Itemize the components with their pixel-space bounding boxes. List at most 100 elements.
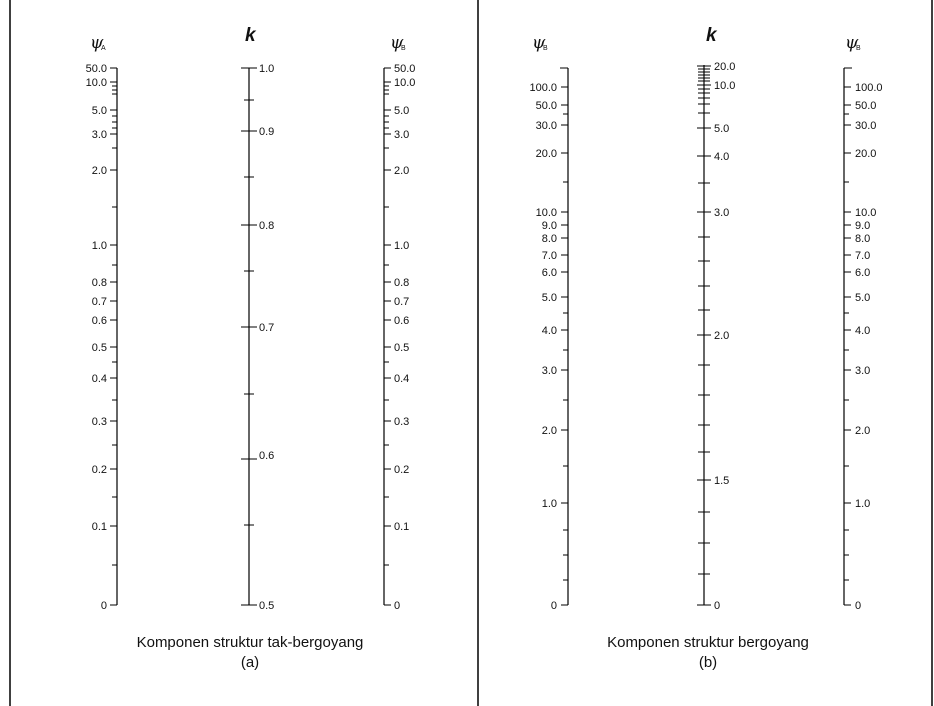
tick-label: 0.7 xyxy=(92,296,107,308)
tick-label: 0.8 xyxy=(394,277,409,289)
tick-label: 4.0 xyxy=(855,325,870,337)
tick-label: 3.0 xyxy=(92,129,107,141)
panel-b-k-header: k xyxy=(706,25,718,46)
panel-a-psi-b-scale: 50.0 10.0 5.0 3.0 2.0 1.0 0.8 0.7 0.6 0.… xyxy=(383,63,415,612)
tick-label: 100.0 xyxy=(855,82,883,94)
tick-label: 0.5 xyxy=(259,600,274,612)
tick-label: 0 xyxy=(394,600,400,612)
tick-label: 0.6 xyxy=(92,315,107,327)
tick-label: 0.5 xyxy=(394,342,409,354)
tick-label: 0.8 xyxy=(92,277,107,289)
psi-subscript: B xyxy=(856,45,861,52)
panel-b-psi-right-scale: 100.0 50.0 30.0 20.0 10.0 9.0 8.0 7.0 6.… xyxy=(843,67,883,612)
panel-a-sublabel: (a) xyxy=(241,654,259,671)
tick-label: 0.1 xyxy=(394,521,409,533)
panel-a-k-header: k xyxy=(245,25,257,46)
panel-b-sublabel: (b) xyxy=(699,654,717,671)
tick-label: 50.0 xyxy=(394,63,415,75)
panel-a: ψ A k ψ B xyxy=(86,25,416,671)
tick-label: 5.0 xyxy=(855,292,870,304)
panel-b-psi-left-scale: 100.0 50.0 30.0 20.0 10.0 9.0 8.0 7.0 6.… xyxy=(529,67,569,612)
tick-label: 20.0 xyxy=(536,148,557,160)
tick-label: 7.0 xyxy=(855,250,870,262)
tick-label: 2.0 xyxy=(394,165,409,177)
psi-subscript: B xyxy=(543,45,548,52)
tick-label: 0.9 xyxy=(259,126,274,138)
tick-label: 9.0 xyxy=(855,220,870,232)
tick-label: 3.0 xyxy=(542,365,557,377)
tick-label: 8.0 xyxy=(542,233,557,245)
tick-label: 3.0 xyxy=(394,129,409,141)
tick-label: 6.0 xyxy=(542,267,557,279)
tick-label: 0.1 xyxy=(92,521,107,533)
panel-borders xyxy=(9,0,933,706)
psi-symbol: ψ xyxy=(845,33,859,53)
panel-a-k-scale: 1.0 0.9 0.8 0.7 0.6 0.5 xyxy=(241,63,274,612)
tick-label: 30.0 xyxy=(855,120,876,132)
tick-label: 0.7 xyxy=(394,296,409,308)
tick-label: 100.0 xyxy=(529,82,557,94)
tick-label: 10.0 xyxy=(394,77,415,89)
tick-label: 50.0 xyxy=(855,100,876,112)
tick-label: 0.4 xyxy=(92,373,107,385)
tick-label: 0.2 xyxy=(92,464,107,476)
tick-label: 7.0 xyxy=(542,250,557,262)
tick-label: 0.6 xyxy=(259,450,274,462)
tick-label: 50.0 xyxy=(86,63,107,75)
psi-subscript: B xyxy=(401,45,406,52)
tick-label: 5.0 xyxy=(714,123,729,135)
panel-b-psi-left-header: ψ B xyxy=(532,33,548,53)
panel-b: ψ B k ψ B xyxy=(529,25,882,671)
tick-label: 0.5 xyxy=(92,342,107,354)
tick-label: 0.3 xyxy=(394,416,409,428)
tick-label: 0.6 xyxy=(394,315,409,327)
tick-label: 20.0 xyxy=(714,61,735,73)
tick-label: 1.0 xyxy=(394,240,409,252)
tick-label: 0 xyxy=(714,600,720,612)
tick-label: 0.3 xyxy=(92,416,107,428)
tick-label: 4.0 xyxy=(542,325,557,337)
tick-label: 5.0 xyxy=(92,105,107,117)
panel-a-psi-a-scale: 50.0 10.0 5.0 3.0 2.0 1.0 0.8 0.7 0.6 0.… xyxy=(86,63,118,612)
panel-a-psi-b-header: ψ B xyxy=(390,33,406,53)
tick-label: 10.0 xyxy=(536,207,557,219)
tick-label: 10.0 xyxy=(855,207,876,219)
tick-label: 2.0 xyxy=(92,165,107,177)
tick-label: 10.0 xyxy=(86,77,107,89)
tick-label: 1.5 xyxy=(714,475,729,487)
psi-subscript: A xyxy=(101,45,106,52)
tick-label: 10.0 xyxy=(714,80,735,92)
tick-label: 3.0 xyxy=(714,207,729,219)
tick-label: 3.0 xyxy=(855,365,870,377)
tick-label: 8.0 xyxy=(855,233,870,245)
tick-label: 0.4 xyxy=(394,373,409,385)
psi-symbol: ψ xyxy=(390,33,404,53)
tick-label: 50.0 xyxy=(536,100,557,112)
psi-symbol: ψ xyxy=(532,33,546,53)
tick-label: 0 xyxy=(855,600,861,612)
tick-label: 1.0 xyxy=(92,240,107,252)
tick-label: 9.0 xyxy=(542,220,557,232)
panel-a-psi-a-header: ψ A xyxy=(90,33,106,53)
tick-label: 0.8 xyxy=(259,220,274,232)
panel-a-caption: Komponen struktur tak-bergoyang xyxy=(137,634,364,651)
panel-b-psi-right-header: ψ B xyxy=(845,33,861,53)
panel-b-k-scale: 20.0 10.0 5.0 4.0 3.0 2.0 1.5 0 xyxy=(697,61,735,612)
tick-label: 20.0 xyxy=(855,148,876,160)
tick-label: 0 xyxy=(551,600,557,612)
tick-label: 6.0 xyxy=(855,267,870,279)
tick-label: 0.7 xyxy=(259,322,274,334)
tick-label: 2.0 xyxy=(542,425,557,437)
tick-label: 30.0 xyxy=(536,120,557,132)
tick-label: 5.0 xyxy=(542,292,557,304)
tick-label: 2.0 xyxy=(855,425,870,437)
tick-label: 4.0 xyxy=(714,151,729,163)
tick-label: 2.0 xyxy=(714,330,729,342)
tick-label: 1.0 xyxy=(259,63,274,75)
tick-label: 1.0 xyxy=(542,498,557,510)
tick-label: 0 xyxy=(101,600,107,612)
panel-b-caption: Komponen struktur bergoyang xyxy=(607,634,809,651)
tick-label: 1.0 xyxy=(855,498,870,510)
tick-label: 0.2 xyxy=(394,464,409,476)
